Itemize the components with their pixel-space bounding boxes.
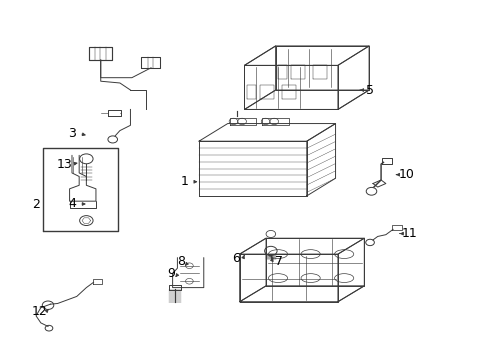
Text: 4: 4 [68,198,76,211]
Text: 12: 12 [31,305,47,318]
Text: 2: 2 [32,198,40,211]
Text: 10: 10 [398,168,413,181]
Text: 13: 13 [57,158,73,171]
Text: 7: 7 [274,255,283,267]
Text: 8: 8 [177,255,185,268]
Text: 3: 3 [68,127,76,140]
Text: 11: 11 [401,227,417,240]
Text: 6: 6 [231,252,239,265]
Text: 9: 9 [167,267,175,280]
Text: 5: 5 [366,84,373,96]
Text: 1: 1 [180,175,188,188]
